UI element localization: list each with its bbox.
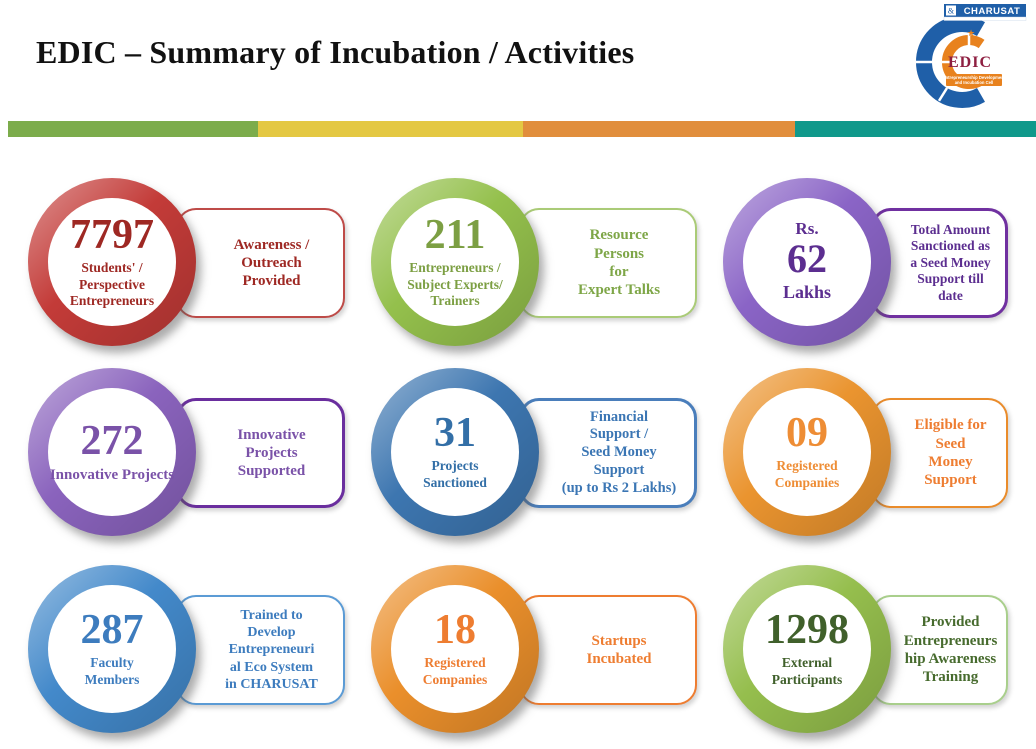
stat-circle: 31 Projects Sanctioned [371, 368, 539, 536]
stat-circle: 18 Registered Companies [371, 565, 539, 733]
stat-badge-eligible-companies: Eligible for Seed Money Support 09 Regis… [723, 368, 1008, 565]
stat-description: Provided Entrepreneurs hip Awareness Tra… [903, 614, 998, 686]
stat-number: 31 [434, 410, 476, 457]
stat-description-box: Provided Entrepreneurs hip Awareness Tra… [871, 595, 1008, 705]
stat-number: 7797 [70, 211, 154, 258]
charusat-banner [944, 4, 1026, 17]
stat-circle: 272 Innovative Projects [28, 368, 196, 536]
stat-label: External Participants [771, 655, 843, 687]
stat-circle-content: 272 Innovative Projects [48, 388, 176, 516]
edic-charusat-logo: ★ EDIC & CHARUSAT Entrepreneurship Devel… [916, 4, 1027, 108]
charusat-org-name: CHARUSAT [964, 6, 1021, 17]
stat-circle-content: 7797 Students' / Perspective Entrepreneu… [48, 198, 176, 326]
stat-badge-seed-money-sanctioned: Total Amount Sanctioned as a Seed Money … [723, 178, 1008, 368]
stat-number: 272 [80, 417, 144, 464]
stat-badge-startups-incubated: Startups Incubated 18 Registered Compani… [371, 565, 697, 749]
stat-description: Trained to Develop Entrepreneuri al Eco … [225, 608, 318, 692]
stat-circle: 287 Faculty Members [28, 565, 196, 733]
stat-description-box: Innovative Projects Supported [176, 398, 345, 508]
charusat-emblem [946, 5, 956, 16]
stat-circle-content: 09 Registered Companies [743, 388, 871, 516]
stat-circle-content: 1298 External Participants [743, 585, 871, 713]
stat-description-box: Startups Incubated [519, 595, 697, 705]
stat-badge-innovative-projects: Innovative Projects Supported 272 Innova… [28, 368, 345, 565]
stat-description-box: Awareness / Outreach Provided [176, 208, 345, 318]
stat-number: 62 [787, 236, 827, 282]
stat-circle-content: Rs. 62 Lakhs [743, 198, 871, 326]
stat-description: Total Amount Sanctioned as a Seed Money … [910, 221, 991, 303]
logo-star-icon: ★ [967, 29, 975, 39]
stats-grid: Awareness / Outreach Provided 7797 Stude… [28, 178, 1008, 749]
stat-prefix: Rs. [795, 219, 819, 239]
stat-description: Startups Incubated [586, 632, 652, 667]
logo-subtitle-banner [946, 74, 1002, 86]
stat-circle-content: 31 Projects Sanctioned [391, 388, 519, 516]
stat-label: Lakhs [782, 282, 832, 303]
stat-description: Awareness / Outreach Provided [233, 236, 310, 290]
stat-description-box: Trained to Develop Entrepreneuri al Eco … [176, 595, 345, 705]
logo-subtitle-line1: Entrepreneurship Development [943, 75, 1006, 80]
stat-label: Projects Sanctioned [423, 458, 487, 490]
stat-description: Resource Persons for Expert Talks [577, 227, 661, 299]
stat-badge-faculty-trained: Trained to Develop Entrepreneuri al Eco … [28, 565, 345, 749]
stripe-segment-teal [795, 121, 1036, 137]
stat-number: 09 [786, 410, 828, 457]
stat-label: Students' / Perspective Entrepreneurs [69, 259, 155, 309]
logo-subtitle-line2: and Incubation Cell [955, 80, 994, 85]
stat-label: Registered Companies [774, 458, 840, 490]
stripe-segment-orange [523, 121, 795, 137]
stat-circle-content: 18 Registered Companies [391, 585, 519, 713]
stat-circle: 7797 Students' / Perspective Entrepreneu… [28, 178, 196, 346]
stat-badge-projects-sanctioned: Financial Support / Seed Money Support (… [371, 368, 697, 565]
stat-description-box: Financial Support / Seed Money Support (… [519, 398, 697, 508]
stat-circle: 1298 External Participants [723, 565, 891, 733]
stat-label: Faculty Members [84, 655, 140, 687]
stat-description: Innovative Projects Supported [237, 426, 306, 480]
stat-label: Innovative Projects [49, 466, 175, 483]
stat-circle: 09 Registered Companies [723, 368, 891, 536]
stat-description: Eligible for Seed Money Support [914, 417, 987, 489]
stat-number: 1298 [765, 607, 849, 654]
stripe-segment-yellow [258, 121, 523, 137]
accent-stripe [8, 121, 1036, 137]
stat-circle-content: 287 Faculty Members [48, 585, 176, 713]
stat-number: 211 [424, 211, 486, 258]
stat-badge-awareness: Awareness / Outreach Provided 7797 Stude… [28, 178, 345, 368]
stat-description-box: Eligible for Seed Money Support [871, 398, 1008, 508]
logo-acronym: EDIC [948, 54, 992, 71]
stat-number: 287 [80, 607, 144, 654]
stripe-segment-green [8, 121, 258, 137]
stat-description-box: Total Amount Sanctioned as a Seed Money … [871, 208, 1008, 318]
stat-badge-resource-persons: Resource Persons for Expert Talks 211 En… [371, 178, 697, 368]
stat-label: Entrepreneurs / Subject Experts/ Trainer… [407, 259, 503, 309]
stat-circle: 211 Entrepreneurs / Subject Experts/ Tra… [371, 178, 539, 346]
logo-outer-c-gap [937, 87, 949, 102]
stat-circle-content: 211 Entrepreneurs / Subject Experts/ Tra… [391, 198, 519, 326]
charusat-emblem-mark: & [948, 7, 955, 16]
stat-badge-external-participants: Provided Entrepreneurs hip Awareness Tra… [723, 565, 1008, 749]
stat-label: Registered Companies [422, 655, 488, 687]
page-title: EDIC – Summary of Incubation / Activitie… [36, 34, 635, 70]
stat-description-box: Resource Persons for Expert Talks [519, 208, 697, 318]
stat-circle: Rs. 62 Lakhs [723, 178, 891, 346]
charusat-banner-strip [943, 16, 1027, 21]
stat-description: Financial Support / Seed Money Support (… [561, 408, 677, 496]
stat-number: 18 [434, 607, 476, 654]
